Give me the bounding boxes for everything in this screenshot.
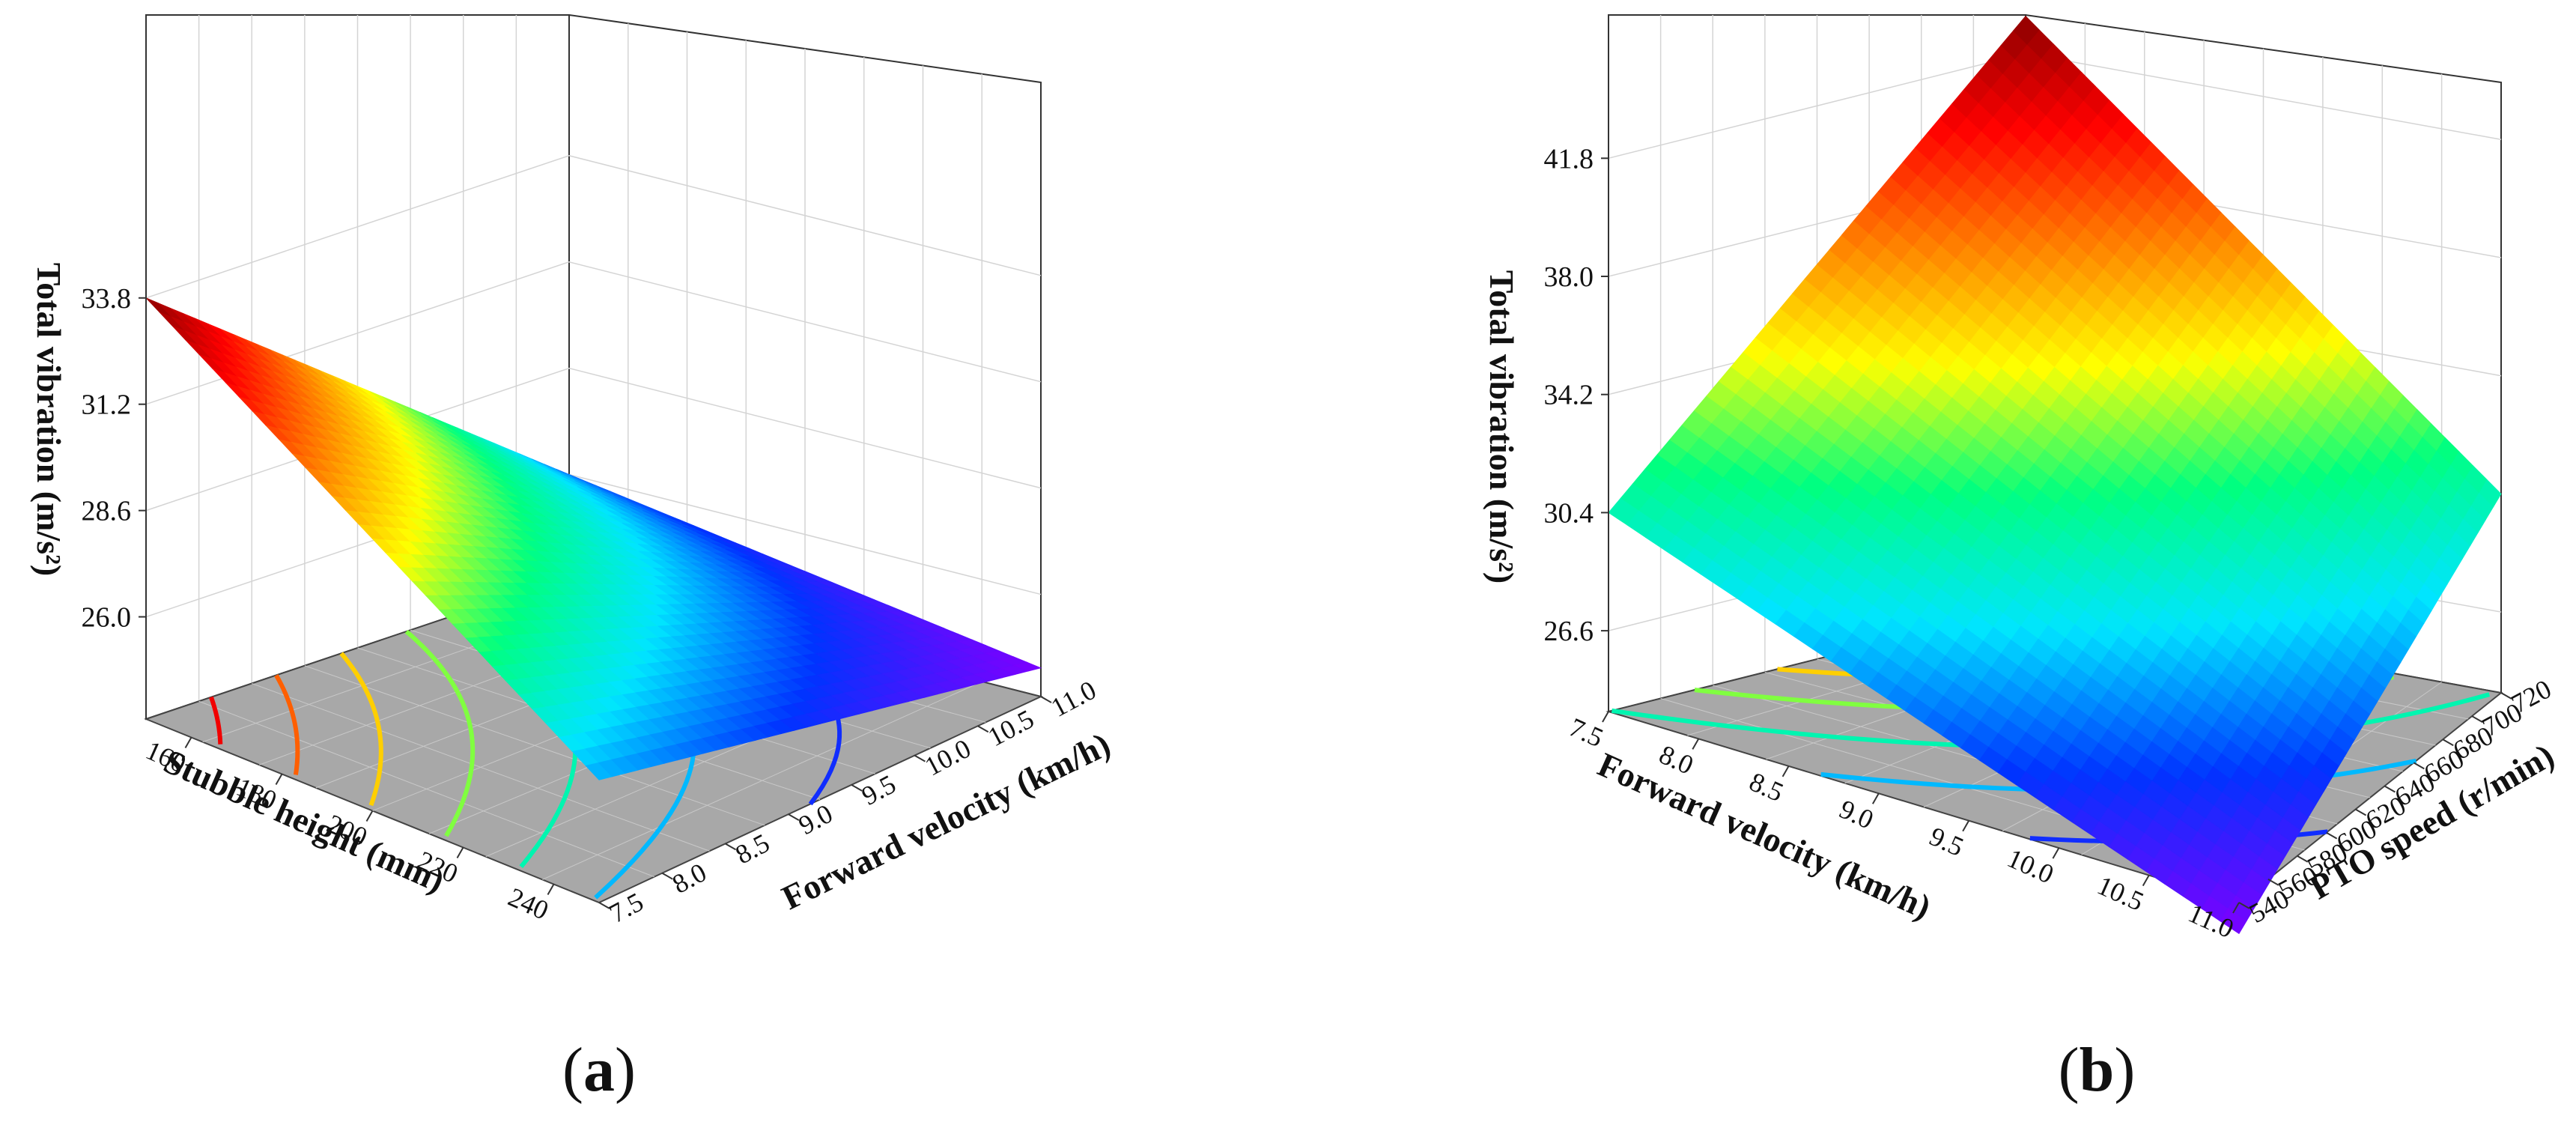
x-tick-label: 10.0 [2003, 843, 2059, 889]
z-tick-label: 28.6 [82, 496, 132, 527]
x-tick-mark [2052, 847, 2060, 859]
y-tick-mark [914, 754, 926, 762]
z-tick-label: 26.0 [82, 602, 132, 634]
z-tick-label: 33.8 [82, 283, 132, 315]
panel-a: 26.0 28.6 31.2 33.8 160 180 200 220 240 7.5 8.0 8.5… [30, 13, 1116, 1105]
x-tick-mark [365, 810, 374, 822]
y-tick-mark [851, 783, 863, 792]
surface-mesh [145, 297, 1042, 780]
y-tick-mark [661, 872, 673, 880]
x-tick-mark [2232, 902, 2240, 914]
floor-contour-line [274, 674, 300, 775]
y-tick-mark [2413, 762, 2425, 770]
x-tick-mark [1962, 820, 1970, 832]
y-tick-mark [2442, 739, 2454, 747]
z-tick-label: 34.2 [1544, 380, 1594, 411]
x-tick-label: 10.5 [2093, 870, 2148, 917]
x-tick-label: 9.5 [1925, 821, 1968, 862]
x-tick-label: 240 [504, 882, 553, 926]
z-tick-label: 38.0 [1544, 261, 1594, 293]
x-tick-mark [456, 847, 464, 858]
wall-gridline-z [145, 155, 1042, 299]
x-tick-mark [184, 737, 192, 748]
y-tick-mark [2326, 831, 2338, 840]
floor-contour-line [209, 696, 223, 745]
caption-a: (a) [562, 1035, 636, 1105]
x-tick-mark [547, 884, 555, 895]
x-tick-mark [275, 774, 283, 785]
y-tick-mark [2471, 715, 2483, 723]
z-tick-label: 26.6 [1544, 616, 1594, 647]
caption-b: (b) [2058, 1035, 2136, 1105]
z-tick-label: 41.8 [1544, 143, 1594, 175]
x-tick-mark [1602, 711, 1609, 723]
y-tick-mark [2500, 692, 2512, 700]
y-tick-mark [2355, 808, 2367, 816]
y-tick-label: 11.0 [1046, 675, 1101, 723]
x-tick-mark [1781, 765, 1790, 777]
y-tick-mark [2297, 855, 2309, 863]
y-tick-mark [1040, 696, 1052, 703]
x-tick-label: 7.5 [1565, 712, 1608, 753]
floor-contour-line [339, 652, 383, 807]
surface-cell [1012, 661, 1042, 672]
surface-chart-b: 26.630.434.238.041.87.58.08.59.09.510.01… [1483, 13, 2560, 944]
x-tick-mark [1692, 738, 1700, 750]
x-tick-label: 9.0 [1835, 794, 1877, 835]
z-axis-title: Total vibration (m/s²) [30, 263, 68, 576]
y-tick-mark [2238, 902, 2250, 909]
y-tick-mark [2384, 785, 2396, 793]
floor-gridline [542, 681, 982, 880]
surface-cell [2479, 479, 2502, 508]
y-tick-mark [2267, 879, 2279, 886]
panel-b: 26.6 30.4 34.2 38.0 41.8 7.5 8.0 8.5 9.0 9.5 10.0 1… [1288, 0, 2576, 1122]
y-tick-mark [788, 813, 800, 822]
y-tick-mark [598, 902, 610, 909]
floor-contour-line [404, 629, 476, 837]
x-tick-mark [1871, 792, 1880, 804]
y-tick-mark [977, 725, 989, 733]
x-tick-label: 8.5 [1745, 766, 1787, 807]
z-tick-label: 30.4 [1544, 497, 1594, 529]
x-tick-mark [2142, 875, 2150, 887]
z-axis-title: Total vibration (m/s²) [1483, 270, 1521, 583]
wall-gridline-z [145, 367, 1042, 512]
surface-mesh [1608, 15, 2502, 935]
z-tick-label: 31.2 [82, 389, 132, 421]
y-tick-mark [725, 843, 737, 851]
